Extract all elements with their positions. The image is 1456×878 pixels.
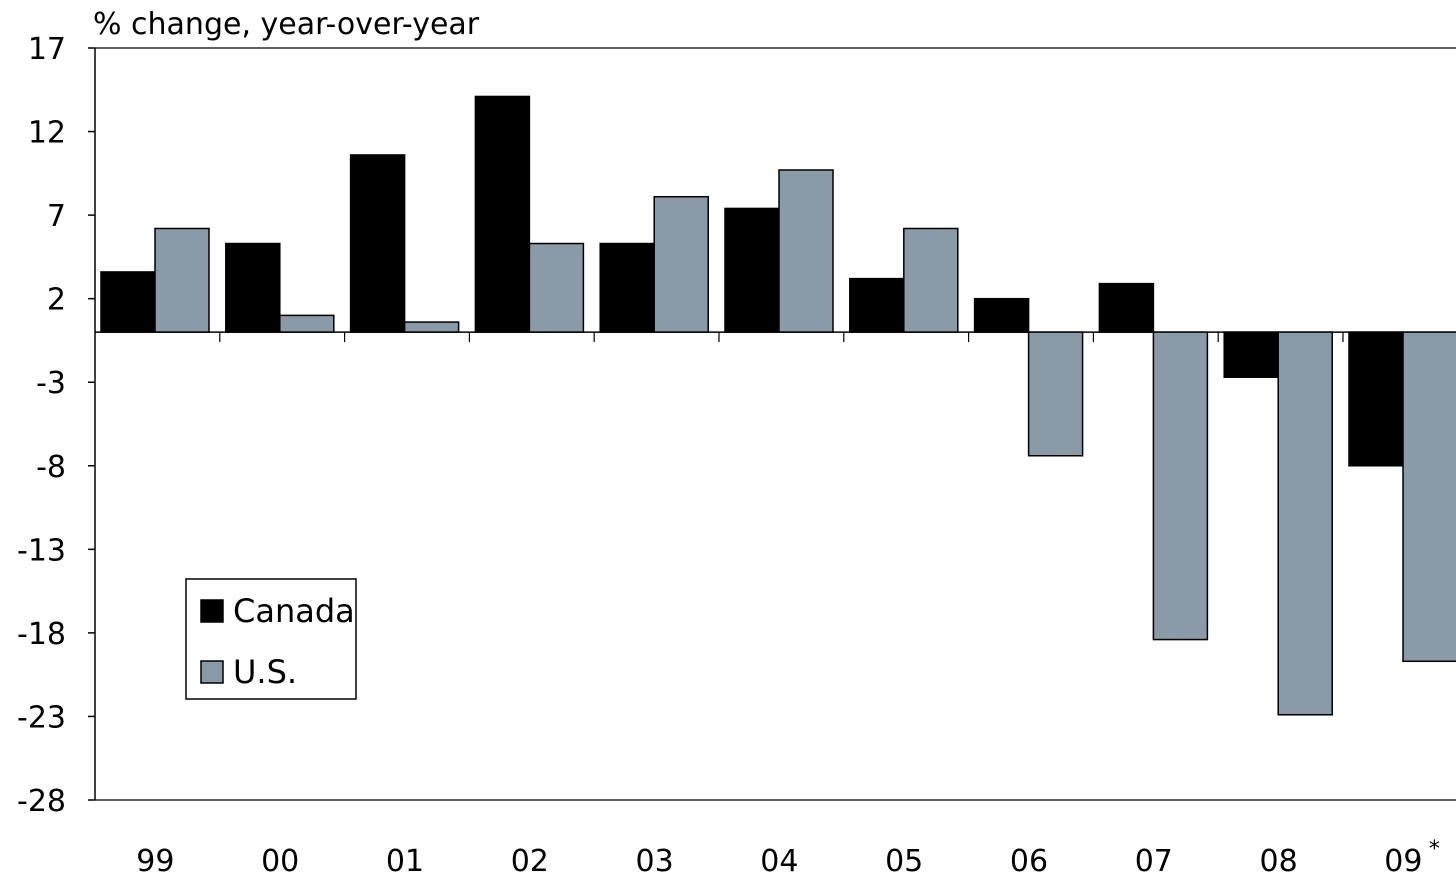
bar-us-00 [279,314,335,333]
bar-canada-02 [474,95,531,333]
bar-us-08 [1277,331,1333,716]
y-tick-label: 2 [47,283,66,318]
x-tick-label: 04 [760,844,798,878]
y-tick-label: -8 [36,450,66,485]
x-tick-label: 08 [1260,844,1298,878]
y-axis-title: % change, year-over-year [93,7,480,42]
legend-label-canada: Canada [233,592,355,630]
bar-us-06 [1027,331,1084,457]
bar-canada-09 [1348,331,1404,467]
bar-canada-04 [724,207,780,333]
x-tick-label: 07 [1135,844,1173,878]
x-tick-label: 01 [386,844,424,878]
y-tick-label: -23 [17,700,66,735]
bar-us-05 [903,227,959,333]
y-tick-label: -13 [17,533,66,568]
legend-swatch-us [200,660,224,684]
x-tick-label: 05 [885,844,923,878]
x-tick-label: 00 [261,844,299,878]
bar-canada-00 [225,242,281,333]
footnote-marker: * [1429,837,1440,862]
x-tick-label: 03 [636,844,674,878]
bar-us-02 [528,242,585,333]
y-tick-label: 17 [28,32,66,67]
bars [100,95,1456,716]
y-tick-label: -3 [36,366,66,401]
bar-canada-03 [599,242,655,333]
y-axis: 17 12 7 2 -3 -8 -13 -18 -23 -28 [17,32,95,819]
y-tick-label: 7 [47,199,66,234]
x-axis [219,332,1344,343]
y-tick-label: 12 [28,116,66,151]
bar-us-04 [778,169,834,333]
bar-canada-01 [349,154,406,333]
bar-us-07 [1152,331,1209,641]
legend: Canada U.S. [185,578,357,700]
y-tick-label: -28 [17,784,66,819]
bar-us-03 [653,195,709,333]
x-tick-label: 02 [511,844,549,878]
bar-us-01 [403,321,460,333]
bar-canada-06 [973,297,1030,333]
x-tick-label: 06 [1010,844,1048,878]
x-tick-label: 09 [1384,844,1422,878]
legend-swatch-canada [200,599,224,623]
bar-canada-99 [100,271,156,333]
x-tick-label: 99 [136,844,174,878]
bar-canada-07 [1098,282,1155,333]
bar-us-99 [154,227,210,333]
x-axis-labels: 99 00 01 02 03 04 05 06 07 08 09 * [136,837,1440,878]
bar-canada-08 [1223,331,1279,378]
bar-us-09 [1402,331,1456,663]
legend-label-us: U.S. [233,653,297,691]
y-tick-label: -18 [17,617,66,652]
bar-canada-05 [849,277,905,333]
